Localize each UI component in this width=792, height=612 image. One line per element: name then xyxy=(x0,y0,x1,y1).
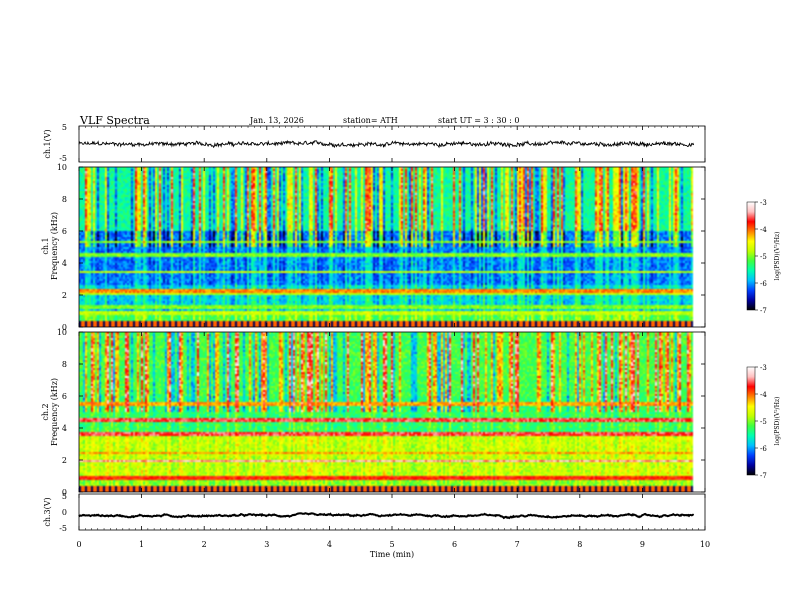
ch1-spectrogram-ylabel-frequency: Frequency (kHz) xyxy=(50,212,59,280)
spec2-ytick-label: 10 xyxy=(57,328,67,337)
ch2-spectrogram-image xyxy=(79,332,705,492)
ch3-waveform-frame xyxy=(78,493,706,531)
spec1-ytick-label: 4 xyxy=(62,259,67,268)
cbar1-colorbar-tick-label: -5 xyxy=(760,253,767,261)
ch1-waveform-frame xyxy=(78,125,706,163)
x-axis-label: Time (min) xyxy=(370,550,414,559)
x-tick-label: 0 xyxy=(76,540,81,549)
x-tick-label: 4 xyxy=(327,540,332,549)
x-tick-label: 3 xyxy=(264,540,269,549)
x-tick-label: 5 xyxy=(389,540,394,549)
spec2-ytick-label: 2 xyxy=(62,456,67,465)
ch1-ylabel: ch.1(V) xyxy=(43,129,52,158)
ch3-waveform-line xyxy=(78,512,695,520)
ch3-waveform-panel: 5 0 -5 ch.3(V) xyxy=(43,492,706,533)
ch1-spectrogram-ylabel-channel: ch.1 xyxy=(41,237,50,254)
ch1-spectrogram-image xyxy=(79,167,705,327)
ch3-ytick-bottom: -5 xyxy=(59,524,67,533)
cbar1-colorbar-tick-label: -4 xyxy=(760,226,767,234)
cbar1-colorbar-tick-label: -7 xyxy=(760,307,767,315)
cbar2-colorbar-tick-label: -4 xyxy=(760,391,767,399)
figure-title: VLF Spectra xyxy=(79,114,150,127)
cbar2-colorbar-tick-label: -7 xyxy=(760,472,767,480)
ch1-colorbar: -3 -4 -5 -6 -7 log(PSD)(V²/Hz) xyxy=(746,199,781,315)
ch1-spectrogram-yticks: 0 2 4 6 8 10 xyxy=(57,163,705,332)
ch2-spectrogram-panel: 0 2 4 6 8 10 ch.2 Frequency (kHz) -3 -4 -5 -6 -7 l… xyxy=(41,328,781,497)
cbar1-colorbar-tick-label: -3 xyxy=(760,199,767,207)
x-tick-label: 6 xyxy=(452,540,457,549)
ch1-ytick-top: 5 xyxy=(62,123,67,132)
cbar2-colorbar-tick-label: -3 xyxy=(760,364,767,372)
x-tick-label: 7 xyxy=(515,540,520,549)
spec1-ytick-label: 0 xyxy=(62,323,67,332)
spec2-ytick-label: 4 xyxy=(62,424,67,433)
ch3-ylabel: ch.3(V) xyxy=(43,497,52,526)
station-label: station= ATH xyxy=(343,116,398,125)
x-tick-label: 8 xyxy=(577,540,582,549)
ch1-spectrogram-panel: 0 2 4 6 8 10 ch.1 Frequency (kHz) -3 -4 -5 -6 -7 l… xyxy=(41,163,781,332)
time-x-axis: 0 1 2 3 4 5 6 7 8 9 10 xyxy=(76,126,710,549)
ch2-spectrogram-yticks: 0 2 4 6 8 10 xyxy=(57,328,705,497)
cbar1-colorbar-label: log(PSD)(V²/Hz) xyxy=(774,232,781,281)
ch1-waveform-panel: 5 -5 ch.1(V) xyxy=(43,123,706,163)
ch2-spectrogram-ylabel-channel: ch.2 xyxy=(41,403,50,420)
spec1-ytick-label: 2 xyxy=(62,291,67,300)
spec1-ytick-label: 10 xyxy=(57,163,67,172)
x-tick-label: 1 xyxy=(139,540,144,549)
ch1-waveform-line xyxy=(78,139,695,149)
cbar2-colorbar-tick-label: -5 xyxy=(760,418,767,426)
spec2-ytick-label: 6 xyxy=(62,392,67,401)
spec2-ytick-label: 8 xyxy=(62,360,67,369)
ch2-spectrogram-ylabel-frequency: Frequency (kHz) xyxy=(50,378,59,446)
ch2-colorbar: -3 -4 -5 -6 -7 log(PSD)(V²/Hz) xyxy=(746,364,781,480)
spec1-ytick-label: 6 xyxy=(62,227,67,236)
x-tick-label: 10 xyxy=(700,540,710,549)
cbar2-colorbar-label: log(PSD)(V²/Hz) xyxy=(774,397,781,446)
x-tick-label: 9 xyxy=(640,540,645,549)
cbar1-colorbar-tick-label: -6 xyxy=(760,280,767,288)
date-label: Jan. 13, 2026 xyxy=(249,116,304,125)
ch3-ytick-top: 5 xyxy=(62,492,67,501)
cbar2-colorbar-bar xyxy=(746,366,756,476)
cbar2-colorbar-tick-label: -6 xyxy=(760,445,767,453)
x-tick-label: 2 xyxy=(202,540,207,549)
ch1-ytick-bottom: -5 xyxy=(59,154,67,163)
start-time-label: start UT = 3 : 30 : 0 xyxy=(438,116,519,125)
ch3-ytick-mid: 0 xyxy=(62,508,67,517)
spec1-ytick-label: 8 xyxy=(62,195,67,204)
spec2-ytick-label: 0 xyxy=(62,488,67,497)
cbar1-colorbar-bar xyxy=(746,201,756,311)
